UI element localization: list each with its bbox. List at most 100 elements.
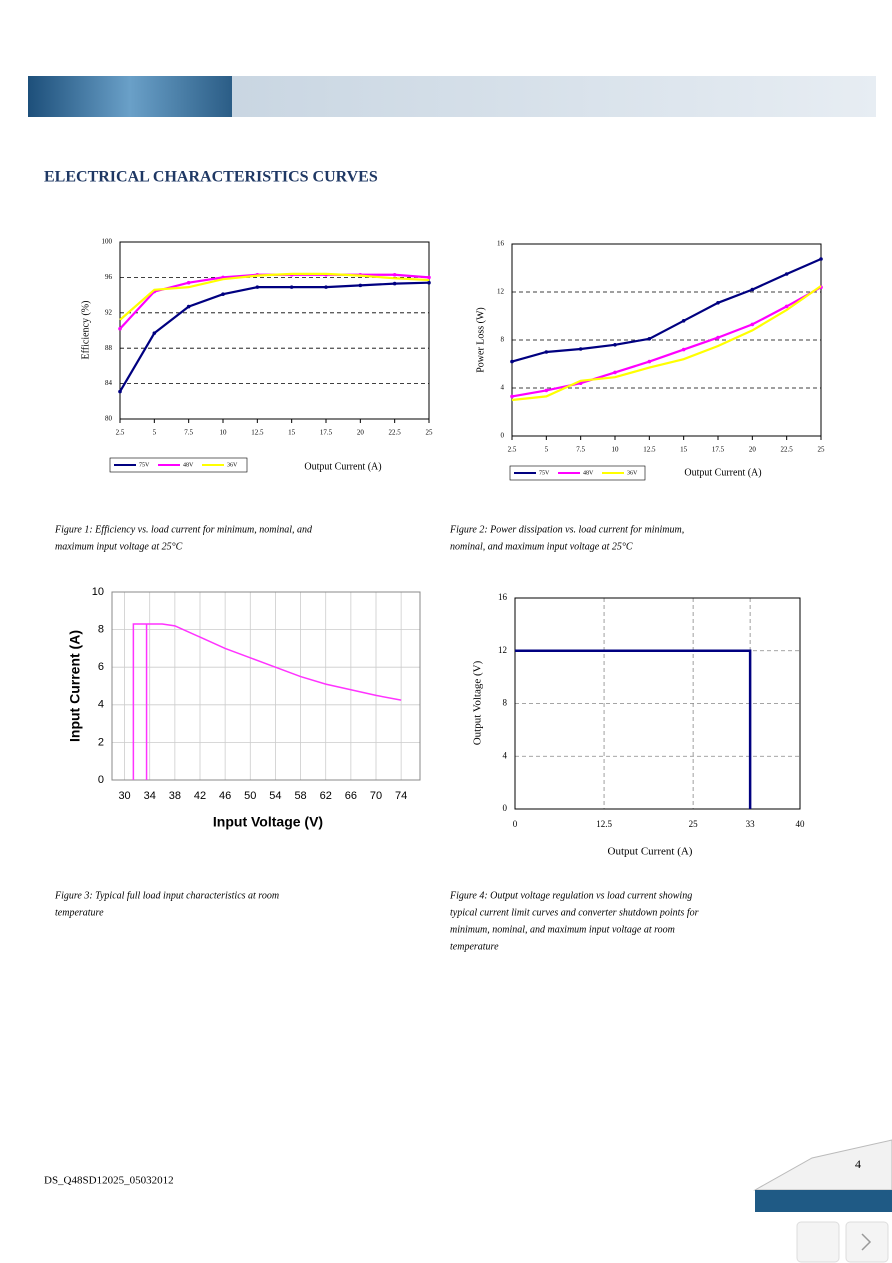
- x-tick-label: 5: [545, 446, 549, 454]
- point-marker: [681, 319, 686, 323]
- figure-caption: temperature: [55, 907, 104, 918]
- banner-image: [28, 76, 232, 117]
- series-line: [119, 281, 430, 393]
- point-marker: [118, 326, 122, 331]
- point-marker: [186, 280, 191, 285]
- x-tick-label: 15: [680, 446, 688, 454]
- x-tick-label: 10: [612, 446, 620, 454]
- y-tick-label: 8: [501, 336, 505, 344]
- point-marker: [544, 388, 549, 393]
- point-marker: [784, 272, 789, 276]
- x-tick-label: 25: [426, 429, 434, 437]
- series-line: [515, 649, 752, 809]
- y-axis-label: Power Loss (W): [475, 307, 486, 373]
- point-marker: [358, 283, 363, 288]
- next-button[interactable]: [845, 1221, 889, 1263]
- y-tick-label: 6: [98, 661, 104, 673]
- x-tick-label: 74: [395, 790, 407, 802]
- point-marker: [613, 343, 617, 347]
- y-tick-label: 2: [98, 736, 104, 748]
- plot-frame: [119, 241, 430, 420]
- series-line: [119, 273, 430, 330]
- point-marker: [750, 287, 755, 292]
- y-tick-label: 0: [503, 803, 508, 813]
- legend-label: 75V: [539, 470, 550, 476]
- point-marker: [324, 285, 328, 289]
- point-marker: [784, 304, 789, 309]
- x-tick-label: 0: [513, 819, 518, 829]
- y-tick-label: 16: [497, 240, 505, 248]
- x-axis-label: Output Current (A): [684, 467, 761, 478]
- plot-frame: [511, 243, 822, 437]
- legend-label: 48V: [183, 462, 194, 468]
- x-tick-label: 7.5: [576, 446, 585, 454]
- y-tick-label: 92: [105, 308, 113, 316]
- x-tick-label: 17.5: [320, 429, 333, 437]
- x-tick-label: 15: [288, 429, 296, 437]
- x-axis-label: Output Current (A): [608, 846, 693, 858]
- x-tick-label: 46: [219, 790, 231, 802]
- y-tick-label: 4: [98, 699, 104, 711]
- point-marker: [578, 347, 583, 351]
- x-tick-label: 20: [749, 446, 757, 454]
- x-axis-label: Input Voltage (V): [213, 814, 323, 830]
- point-marker: [613, 370, 617, 375]
- x-tick-label: 25: [689, 819, 699, 829]
- figure-caption: Figure 2: Power dissipation vs. load cur…: [449, 524, 684, 535]
- y-tick-label: 0: [98, 774, 104, 786]
- point-marker: [681, 347, 686, 352]
- x-tick-label: 33: [746, 819, 756, 829]
- x-tick-label: 12.5: [643, 446, 656, 454]
- point-marker: [750, 322, 755, 327]
- x-tick-label: 10: [220, 429, 228, 437]
- point-marker: [427, 280, 431, 285]
- figure-caption: minimum, nominal, and maximum input volt…: [450, 924, 675, 935]
- y-tick-label: 4: [501, 384, 505, 392]
- logo-button[interactable]: [796, 1221, 840, 1263]
- doc-id: DS_Q48SD12025_05032012: [44, 1175, 174, 1187]
- point-marker: [221, 292, 225, 297]
- x-tick-label: 62: [320, 790, 332, 802]
- y-tick-label: 10: [92, 586, 104, 598]
- point-marker: [716, 301, 720, 305]
- footer-band: [755, 1190, 892, 1212]
- x-tick-label: 58: [294, 790, 306, 802]
- point-marker: [289, 285, 294, 289]
- x-tick-label: 34: [144, 790, 156, 802]
- legend-label: 36V: [227, 462, 238, 468]
- figure-caption: nominal, and maximum input voltage at 25…: [450, 541, 633, 552]
- legend-label: 36V: [627, 470, 638, 476]
- figure-caption: Figure 1: Efficiency vs. load current fo…: [54, 524, 313, 535]
- plot-frame: [111, 591, 421, 781]
- x-tick-label: 5: [153, 429, 157, 437]
- figure-caption: maximum input voltage at 25°C: [55, 541, 183, 552]
- point-marker: [544, 350, 549, 354]
- x-tick-label: 38: [169, 790, 181, 802]
- figure-caption: temperature: [450, 941, 499, 952]
- y-axis-label: Input Current (A): [67, 630, 83, 742]
- x-tick-label: 40: [796, 819, 806, 829]
- x-tick-label: 30: [118, 790, 130, 802]
- legend-label: 75V: [139, 462, 150, 468]
- y-tick-label: 96: [105, 273, 113, 281]
- y-tick-label: 16: [498, 592, 508, 602]
- figure-caption: Figure 3: Typical full load input charac…: [54, 890, 279, 901]
- x-tick-label: 22.5: [389, 429, 402, 437]
- x-tick-label: 70: [370, 790, 382, 802]
- point-marker: [152, 331, 157, 335]
- page-number: 4: [855, 1157, 861, 1171]
- point-marker: [647, 359, 652, 364]
- point-marker: [510, 394, 514, 399]
- next-icon: [861, 1233, 872, 1251]
- point-marker: [255, 285, 260, 289]
- series-line: [119, 272, 430, 321]
- x-tick-label: 20: [357, 429, 365, 437]
- point-marker: [647, 337, 652, 341]
- figure-caption: Figure 4: Output voltage regulation vs l…: [449, 890, 692, 901]
- section-title: ELECTRICAL CHARACTERISTICS CURVES: [44, 169, 378, 186]
- y-tick-label: 8: [503, 698, 508, 708]
- y-tick-label: 84: [105, 379, 113, 387]
- series-line: [511, 286, 822, 398]
- x-tick-label: 25: [818, 446, 826, 454]
